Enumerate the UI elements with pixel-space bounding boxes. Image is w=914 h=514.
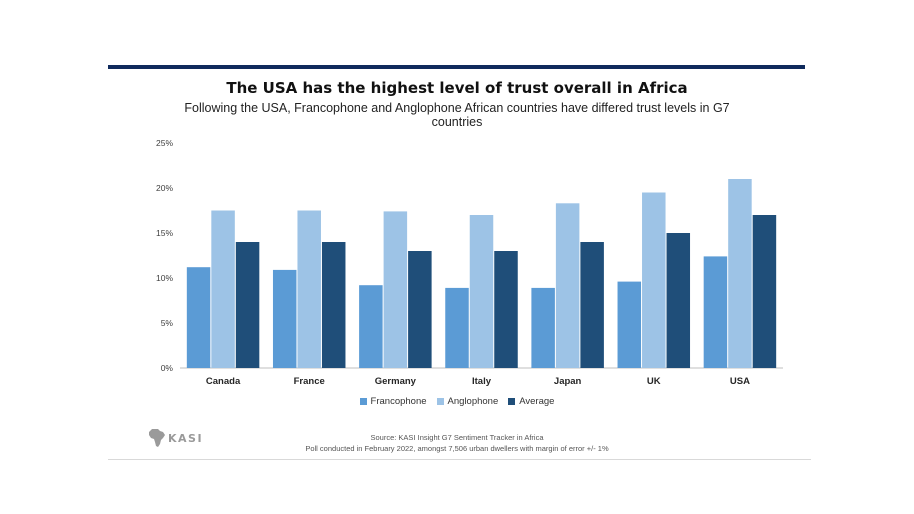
bar-average-france <box>321 242 346 368</box>
bar-average-canada <box>235 242 260 368</box>
y-tick-label: 0% <box>161 363 174 373</box>
kasi-logo: KASI <box>148 428 203 448</box>
legend-item-francophone: Francophone <box>359 396 427 407</box>
bar-anglophone-germany <box>383 211 408 368</box>
x-tick-label: Canada <box>206 376 241 387</box>
bar-anglophone-france <box>297 210 321 368</box>
bar-francophone-france <box>272 269 297 368</box>
bar-francophone-japan <box>531 287 555 368</box>
x-tick-label: UK <box>647 376 661 387</box>
x-tick-label: France <box>294 376 325 387</box>
bar-francophone-italy <box>445 287 469 368</box>
x-tick-label: Italy <box>472 376 492 387</box>
bar-anglophone-usa <box>728 179 752 368</box>
legend-item-average: Average <box>508 396 554 407</box>
bar-francophone-usa <box>703 256 728 368</box>
bar-anglophone-japan <box>555 203 580 368</box>
source-line: Source: KASI Insight G7 Sentiment Tracke… <box>370 433 544 442</box>
bar-francophone-uk <box>617 281 642 368</box>
y-tick-label: 15% <box>156 228 173 238</box>
x-tick-label: Germany <box>375 376 417 387</box>
bar-francophone-canada <box>186 267 211 368</box>
bar-anglophone-italy <box>469 215 494 368</box>
bar-average-germany <box>408 251 432 368</box>
bar-anglophone-canada <box>211 210 235 368</box>
bar-francophone-germany <box>359 285 383 368</box>
legend-label: Average <box>519 396 555 407</box>
y-tick-label: 10% <box>156 273 173 283</box>
legend-swatch-average <box>508 398 516 405</box>
bar-average-italy <box>494 251 518 368</box>
chart-title: The USA has the highest level of trust o… <box>226 79 688 97</box>
poll-note: Poll conducted in February 2022, amongst… <box>305 444 609 453</box>
legend-swatch-francophone <box>359 398 367 405</box>
source-note: Source: KASI Insight G7 Sentiment Tracke… <box>0 432 914 454</box>
x-tick-label: USA <box>730 376 750 387</box>
bar-average-usa <box>752 215 777 368</box>
legend-item-anglophone: Anglophone <box>436 396 499 407</box>
logo-text: KASI <box>168 431 204 445</box>
chart-subtitle: Following the USA, Francophone and Anglo… <box>184 101 730 127</box>
africa-map-icon <box>149 429 165 447</box>
y-tick-label: 5% <box>161 318 174 328</box>
bar-anglophone-uk <box>642 192 666 368</box>
bar-average-japan <box>580 242 604 368</box>
legend-label: Anglophone <box>447 396 499 407</box>
y-tick-label: 20% <box>156 183 173 193</box>
top-rule <box>108 65 805 69</box>
y-tick-label: 25% <box>156 138 173 148</box>
bar-average-uk <box>666 233 691 368</box>
legend-swatch-anglophone <box>436 398 444 405</box>
legend-label: Francophone <box>370 396 427 407</box>
x-tick-label: Japan <box>554 376 582 387</box>
bottom-rule <box>108 459 811 460</box>
legend: Francophone Anglophone Average <box>0 396 914 407</box>
